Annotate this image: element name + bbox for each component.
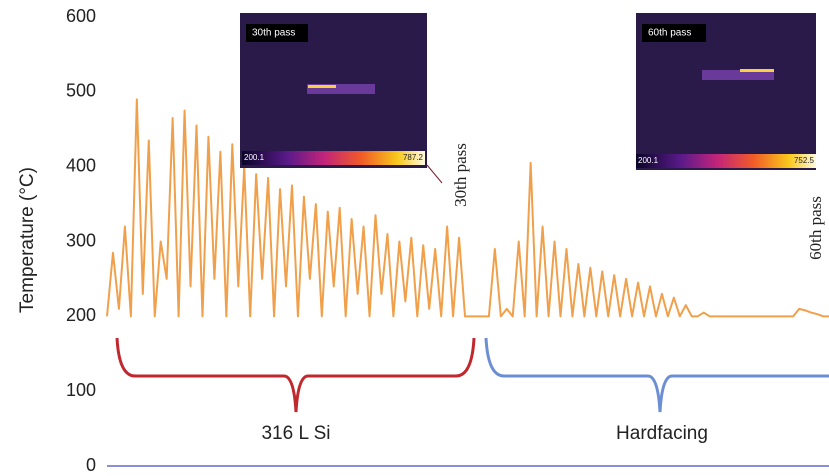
y-tick-label: 100 (66, 380, 96, 400)
chart: Temperature (°C) 30th pass 200.1 787.2 6… (0, 0, 829, 476)
color-scale (636, 154, 816, 168)
y-tick-label: 600 (66, 6, 96, 26)
callout-line (427, 165, 442, 183)
group-label: 316 L Si (261, 423, 330, 444)
inset-hotspot (308, 85, 336, 88)
color-scale (242, 151, 425, 165)
inset-title: 60th pass (648, 28, 691, 39)
scale-max: 752.5 (794, 156, 815, 165)
annotation: 60th pass (806, 196, 825, 260)
scale-min: 200.1 (638, 156, 659, 165)
y-tick-label: 500 (66, 81, 96, 101)
y-tick-label: 300 (66, 230, 96, 250)
inset-hotspot (740, 69, 774, 72)
y-tick-label: 400 (66, 155, 96, 175)
scale-max: 787.2 (403, 153, 424, 162)
scale-min: 200.1 (244, 153, 265, 162)
y-axis-label: Temperature (°C) (17, 167, 38, 313)
inset: 30th pass 200.1 787.2 (240, 13, 442, 183)
inset: 60th pass 200.1 752.5 (636, 13, 816, 170)
group-bracket (486, 338, 829, 412)
inset-title: 30th pass (252, 28, 295, 39)
group-label: Hardfacing (616, 423, 708, 444)
annotation: 30th pass (451, 143, 470, 207)
y-tick-label: 200 (66, 305, 96, 325)
group-bracket (117, 338, 474, 412)
y-tick-label: 0 (86, 455, 96, 475)
